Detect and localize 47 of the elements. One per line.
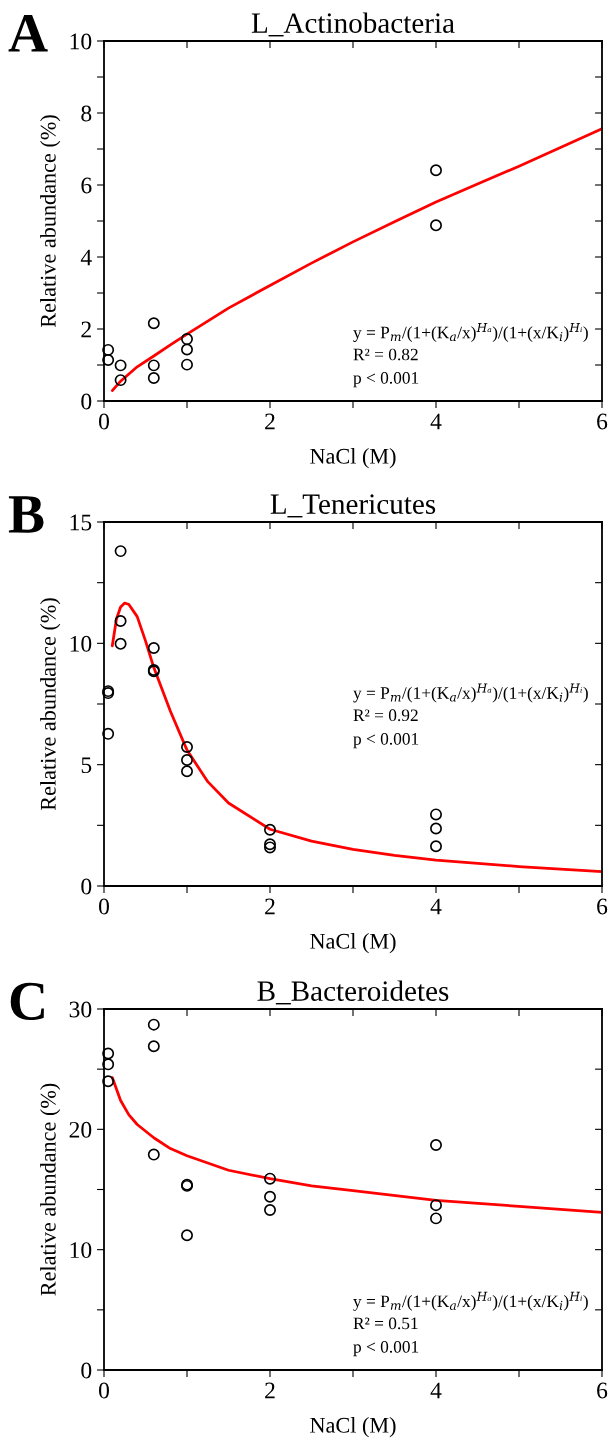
y-axis-title: Relative abundance (%) xyxy=(40,598,61,811)
x-tick-label: 6 xyxy=(597,413,608,430)
y-tick-label: 8 xyxy=(81,105,92,122)
x-tick-label: 2 xyxy=(265,1382,275,1399)
x-axis-title: NaCl (M) xyxy=(310,1417,396,1438)
y-tick-label: 4 xyxy=(80,249,92,266)
annotation: R² = 0.92 xyxy=(353,709,418,722)
y-tick-label: 30 xyxy=(69,1001,92,1018)
x-axis-title: NaCl (M) xyxy=(310,448,396,469)
text: B xyxy=(8,496,44,533)
y-axis-title: Relative abundance (%) xyxy=(40,115,61,328)
y-tick-label: 15 xyxy=(70,514,92,531)
y-tick-label: 0 xyxy=(81,393,92,410)
y-tick-label: 2 xyxy=(81,321,91,338)
x-tick-label: 6 xyxy=(597,898,608,915)
x-tick-label: 0 xyxy=(99,898,109,915)
text: y = P$_{m}$/(1+(K$_{a}$/x)$^{Hₐ}$)/(1+(x/K$_{i}$)$^{Hᵢ}$) xyxy=(353,323,588,342)
x-axis-title: NaCl (M) xyxy=(310,933,396,954)
y-tick-label: 0 xyxy=(81,878,92,895)
x-tick-label: 4 xyxy=(430,898,442,915)
annotation: p < 0.001 xyxy=(353,1340,419,1357)
annotation: p < 0.001 xyxy=(353,733,419,749)
x-tick-label: 2 xyxy=(265,413,275,430)
x-tick-label: 0 xyxy=(99,413,109,430)
annotation: R² = 0.51 xyxy=(353,1317,418,1330)
y-axis-title: Relative abundance (%) xyxy=(40,1083,61,1296)
text: y = P$_{m}$/(1+(K$_{a}$/x)$^{Hₐ}$)/(1+(x/K$_{i}$)$^{Hᵢ}$) xyxy=(353,1291,588,1311)
chart-title: L_Tenericutes xyxy=(270,494,436,518)
y-tick-label: 10 xyxy=(70,33,92,50)
annotation: p < 0.001 xyxy=(353,372,419,388)
annotation: R² = 0.82 xyxy=(353,348,418,361)
text: C xyxy=(10,982,44,1021)
y-tick-label: 20 xyxy=(69,1121,92,1138)
x-tick-label: 4 xyxy=(430,413,442,430)
y-tick-label: 0 xyxy=(81,1362,92,1379)
y-tick-label: 10 xyxy=(70,1242,92,1259)
chart-title: L_Actinobacteria xyxy=(251,12,455,37)
y-tick-label: 6 xyxy=(81,177,92,194)
chart-title: B_Bacteroidetes xyxy=(257,980,449,1005)
y-tick-label: 10 xyxy=(70,635,92,652)
x-tick-label: 0 xyxy=(99,1382,109,1399)
x-tick-label: 6 xyxy=(597,1382,608,1399)
y-tick-label: 5 xyxy=(81,757,92,774)
text: A xyxy=(8,14,48,52)
x-tick-label: 4 xyxy=(430,1382,442,1399)
x-tick-label: 2 xyxy=(265,898,275,915)
text: y = P$_{m}$/(1+(K$_{a}$/x)$^{Hₐ}$)/(1+(x/K$_{i}$)$^{Hᵢ}$) xyxy=(353,683,588,703)
